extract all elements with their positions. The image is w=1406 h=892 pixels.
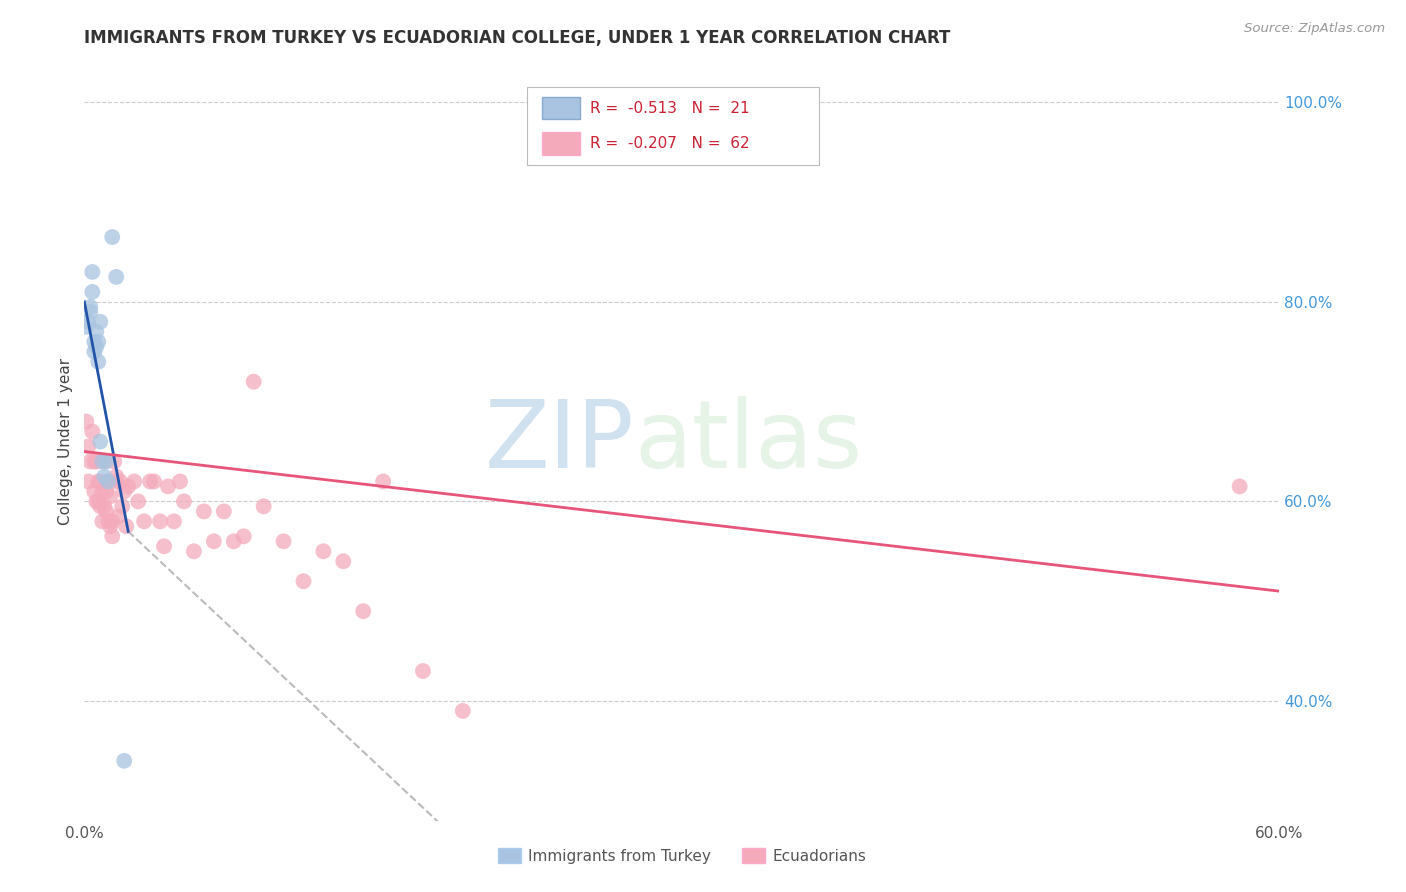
Point [157,479,180,493]
Point [169,475,191,489]
Point [352,604,374,618]
Point [87,355,110,369]
Point [232,529,254,543]
Point [89,500,111,514]
Point [273,534,295,549]
Point [111,500,134,514]
Point [103,454,125,468]
Point [193,504,215,518]
Point [292,574,315,589]
Point [122,475,145,489]
Point [132,514,156,528]
Point [183,544,205,558]
Point [91,454,114,468]
Point [82,265,104,279]
Point [105,469,128,483]
Point [93,469,115,483]
Point [112,754,135,768]
Point [83,484,105,499]
Point [242,375,264,389]
Point [101,230,124,244]
Point [79,305,101,319]
Point [98,519,121,533]
Point [87,494,110,508]
Point [87,475,110,489]
Point [139,475,162,489]
Point [107,509,129,524]
Text: R =  -0.513   N =  21: R = -0.513 N = 21 [591,101,749,116]
Point [373,475,395,489]
Point [93,500,115,514]
Point [212,504,235,518]
Point [86,454,108,468]
Point [93,454,115,468]
Text: ZIP: ZIP [485,395,634,488]
Point [173,494,195,508]
Point [77,475,100,489]
FancyBboxPatch shape [543,97,581,120]
Point [96,504,118,518]
Point [1229,479,1251,493]
Point [79,454,101,468]
Point [89,475,111,489]
Point [163,514,186,528]
Point [87,334,110,349]
Point [153,539,176,553]
Point [412,664,434,678]
Point [89,434,111,449]
Point [101,529,124,543]
Point [253,500,276,514]
FancyBboxPatch shape [543,132,581,154]
Point [143,475,166,489]
Point [83,344,105,359]
Text: IMMIGRANTS FROM TURKEY VS ECUADORIAN COLLEGE, UNDER 1 YEAR CORRELATION CHART: IMMIGRANTS FROM TURKEY VS ECUADORIAN COL… [84,29,950,47]
Point [77,315,100,329]
Point [97,475,120,489]
Point [149,514,172,528]
Point [97,514,120,528]
Point [110,475,132,489]
Point [101,514,124,528]
Point [91,484,114,499]
Point [96,454,118,468]
Text: R =  -0.207   N =  62: R = -0.207 N = 62 [591,136,749,151]
Point [89,315,111,329]
Point [112,484,135,499]
Point [332,554,354,568]
Text: atlas: atlas [634,395,862,488]
Point [98,490,121,504]
Point [115,519,138,533]
Y-axis label: College, Under 1 year: College, Under 1 year [58,358,73,525]
Point [127,494,149,508]
Point [451,704,474,718]
Point [82,425,104,439]
Point [222,534,245,549]
Point [82,285,104,299]
Point [83,334,105,349]
Point [75,319,97,334]
Point [97,475,120,489]
Legend: Immigrants from Turkey, Ecuadorians: Immigrants from Turkey, Ecuadorians [492,842,872,870]
Point [83,454,105,468]
Text: Source: ZipAtlas.com: Source: ZipAtlas.com [1244,22,1385,36]
Point [86,494,108,508]
Point [77,440,100,454]
Point [202,534,225,549]
Point [91,514,114,528]
Point [312,544,335,558]
Point [105,269,128,284]
Point [117,479,139,493]
Point [86,325,108,339]
Point [96,484,118,499]
Point [105,475,128,489]
Point [79,300,101,314]
Point [75,415,97,429]
FancyBboxPatch shape [527,87,820,165]
Point [86,340,108,354]
